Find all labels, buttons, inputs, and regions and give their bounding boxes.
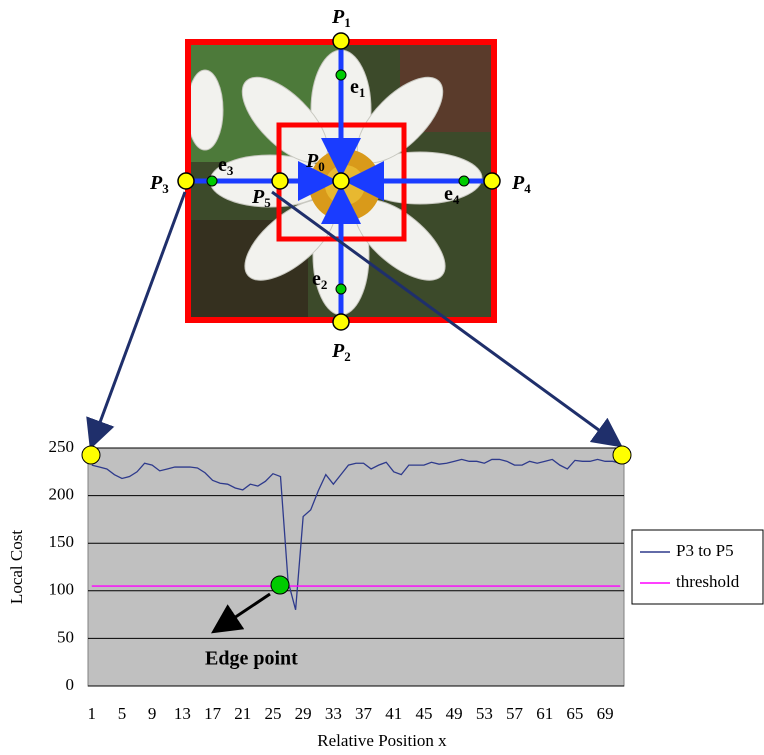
label-sub: 1	[344, 15, 351, 30]
label-sub: 1	[359, 85, 366, 100]
label-letter: P	[331, 6, 345, 28]
label-letter: e	[218, 154, 227, 176]
end-point	[82, 446, 100, 464]
x-tick-label: 13	[174, 704, 191, 723]
x-tick-label: 5	[118, 704, 127, 723]
y-tick-label: 150	[49, 532, 75, 551]
point-label: P2	[331, 340, 351, 364]
y-tick-label: 0	[66, 675, 75, 694]
y-tick-label: 50	[57, 627, 74, 646]
label-letter: P	[149, 172, 163, 194]
x-tick-label: 69	[597, 704, 614, 723]
point-label: P4	[511, 172, 531, 196]
label-sub: 3	[162, 181, 169, 196]
label-sub: 4	[453, 192, 460, 207]
figure: P1P2P3P4P5P0e1e2e3e4 0501001502002501591…	[0, 0, 764, 755]
label-letter: P	[305, 150, 319, 172]
x-tick-label: 49	[446, 704, 463, 723]
x-tick-label: 57	[506, 704, 524, 723]
point-label: P1	[331, 6, 351, 30]
label-letter: e	[444, 183, 453, 205]
label-letter: P	[331, 340, 345, 362]
y-tick-label: 250	[49, 437, 75, 456]
label-letter: P	[251, 186, 265, 208]
plot-area	[88, 448, 624, 686]
x-tick-label: 61	[536, 704, 553, 723]
x-tick-label: 21	[234, 704, 251, 723]
label-sub: 4	[524, 181, 531, 196]
legend-label: threshold	[676, 572, 740, 591]
label-letter: P	[511, 172, 525, 194]
chart: 0 50 100 150 200 250 1 5 9 13 17 21 25 29 33 37 41 45 49 53…	[7, 437, 763, 750]
x-tick-label: 45	[415, 704, 432, 723]
y-axis-title: Local Cost	[7, 530, 26, 604]
x-tick-label: 25	[264, 704, 281, 723]
x-axis-title: Relative Position x	[317, 731, 447, 750]
x-tick-label: 29	[295, 704, 312, 723]
legend-label: P3 to P5	[676, 541, 734, 560]
label-sub: 5	[264, 195, 271, 210]
label-sub: 2	[344, 349, 351, 364]
x-tick-label: 53	[476, 704, 493, 723]
x-tick-label: 41	[385, 704, 402, 723]
label-sub: 2	[321, 277, 328, 292]
label-letter: e	[312, 268, 321, 290]
point-label: P3	[149, 172, 169, 196]
x-tick-label: 9	[148, 704, 157, 723]
annotation: Edge point	[205, 648, 298, 670]
x-tick-label: 17	[204, 704, 222, 723]
label-sub: 0	[318, 159, 325, 174]
x-tick-label: 65	[566, 704, 583, 723]
label-sub: 3	[227, 163, 234, 178]
y-tick-label: 200	[49, 485, 75, 504]
end-point	[613, 446, 631, 464]
x-tick-label: 1	[88, 704, 97, 723]
label-letter: e	[350, 76, 359, 98]
x-tick-label: 37	[355, 704, 373, 723]
x-tick-label: 33	[325, 704, 342, 723]
y-tick-label: 100	[49, 580, 75, 599]
edge-point	[271, 576, 289, 594]
